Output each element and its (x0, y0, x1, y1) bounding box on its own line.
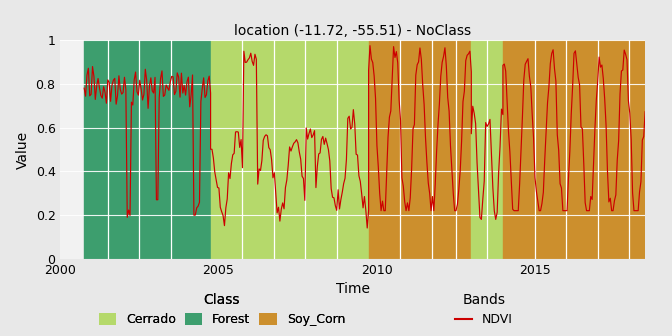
Bar (84, 40, 210, 259)
Y-axis label: Value: Value (16, 130, 30, 169)
Bar (210, 40, 369, 259)
Legend: Cerrado, Forest, Soy_Corn: Cerrado, Forest, Soy_Corn (95, 289, 349, 330)
Bar (369, 40, 471, 259)
Bar (471, 40, 503, 259)
X-axis label: Time: Time (336, 282, 370, 296)
Title: location (-11.72, -55.51) - NoClass: location (-11.72, -55.51) - NoClass (235, 24, 471, 38)
Bar (503, 40, 645, 259)
Legend: NDVI: NDVI (451, 289, 517, 330)
